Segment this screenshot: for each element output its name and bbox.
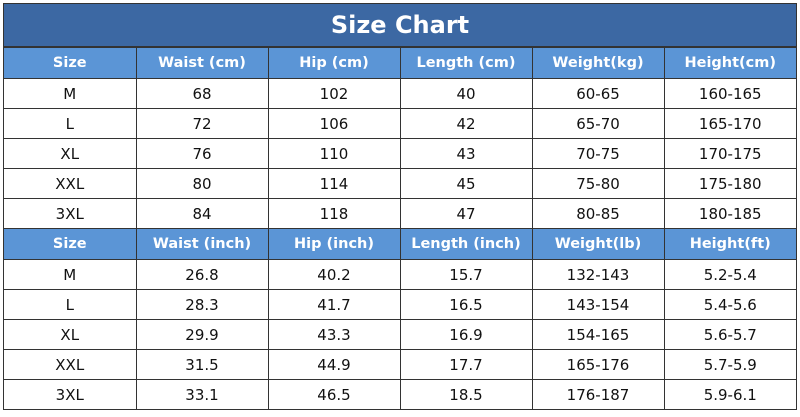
column-header: Weight(kg)	[531, 47, 665, 79]
value-cell: 43	[399, 138, 533, 169]
table-row: L 72 106 42 65-70 165-170	[4, 108, 796, 139]
column-header: Waist (cm)	[135, 47, 269, 79]
size-cell: L	[4, 108, 137, 139]
value-cell: 70-75	[531, 138, 665, 169]
table-row: M 68 102 40 60-65 160-165	[4, 78, 796, 109]
value-cell: 176-187	[531, 379, 665, 409]
value-cell: 102	[267, 78, 401, 109]
value-cell: 160-165	[663, 78, 796, 109]
value-cell: 143-154	[531, 289, 665, 320]
table-row: XL 29.9 43.3 16.9 154-165 5.6-5.7	[4, 319, 796, 350]
size-cell: M	[4, 259, 137, 290]
value-cell: 16.5	[399, 289, 533, 320]
value-cell: 65-70	[531, 108, 665, 139]
value-cell: 43.3	[267, 319, 401, 350]
value-cell: 40	[399, 78, 533, 109]
value-cell: 28.3	[135, 289, 269, 320]
value-cell: 84	[135, 198, 269, 229]
table-row: XXL 80 114 45 75-80 175-180	[4, 168, 796, 199]
value-cell: 42	[399, 108, 533, 139]
table-row: 3XL 84 118 47 80-85 180-185	[4, 198, 796, 229]
value-cell: 170-175	[663, 138, 796, 169]
table-row: L 28.3 41.7 16.5 143-154 5.4-5.6	[4, 289, 796, 320]
size-cell: XXL	[4, 349, 137, 380]
value-cell: 76	[135, 138, 269, 169]
size-cell: M	[4, 78, 137, 109]
table-row: XXL 31.5 44.9 17.7 165-176 5.7-5.9	[4, 349, 796, 380]
value-cell: 26.8	[135, 259, 269, 290]
column-header: Weight(lb)	[531, 228, 665, 260]
column-header: Size	[4, 47, 137, 79]
value-cell: 72	[135, 108, 269, 139]
column-header: Waist (inch)	[135, 228, 269, 260]
column-header: Height(cm)	[663, 47, 796, 79]
value-cell: 5.6-5.7	[663, 319, 796, 350]
value-cell: 47	[399, 198, 533, 229]
header-row: Size Waist (inch) Hip (inch) Length (inch) W…	[4, 228, 796, 260]
value-cell: 29.9	[135, 319, 269, 350]
value-cell: 17.7	[399, 349, 533, 380]
value-cell: 80	[135, 168, 269, 199]
value-cell: 33.1	[135, 379, 269, 409]
table-row: M 26.8 40.2 15.7 132-143 5.2-5.4	[4, 259, 796, 290]
value-cell: 80-85	[531, 198, 665, 229]
value-cell: 132-143	[531, 259, 665, 290]
size-cell: 3XL	[4, 379, 137, 409]
value-cell: 46.5	[267, 379, 401, 409]
column-header: Height(ft)	[663, 228, 796, 260]
value-cell: 175-180	[663, 168, 796, 199]
header-row: Size Waist (cm) Hip (cm) Length (cm) Weight(…	[4, 47, 796, 79]
value-cell: 5.4-5.6	[663, 289, 796, 320]
value-cell: 106	[267, 108, 401, 139]
value-cell: 118	[267, 198, 401, 229]
column-header: Size	[4, 228, 137, 260]
value-cell: 18.5	[399, 379, 533, 409]
value-cell: 5.2-5.4	[663, 259, 796, 290]
value-cell: 44.9	[267, 349, 401, 380]
value-cell: 60-65	[531, 78, 665, 109]
value-cell: 75-80	[531, 168, 665, 199]
value-cell: 45	[399, 168, 533, 199]
value-cell: 114	[267, 168, 401, 199]
value-cell: 5.7-5.9	[663, 349, 796, 380]
value-cell: 165-170	[663, 108, 796, 139]
value-cell: 5.9-6.1	[663, 379, 796, 409]
value-cell: 110	[267, 138, 401, 169]
value-cell: 154-165	[531, 319, 665, 350]
size-table: Size Waist (cm) Hip (cm) Length (cm) Weight(…	[4, 47, 796, 409]
value-cell: 40.2	[267, 259, 401, 290]
column-header: Length (inch)	[399, 228, 533, 260]
value-cell: 15.7	[399, 259, 533, 290]
value-cell: 16.9	[399, 319, 533, 350]
value-cell: 165-176	[531, 349, 665, 380]
size-cell: 3XL	[4, 198, 137, 229]
column-header: Hip (inch)	[267, 228, 401, 260]
table-row: 3XL 33.1 46.5 18.5 176-187 5.9-6.1	[4, 379, 796, 409]
column-header: Hip (cm)	[267, 47, 401, 79]
size-cell: XXL	[4, 168, 137, 199]
size-cell: L	[4, 289, 137, 320]
table-row: XL 76 110 43 70-75 170-175	[4, 138, 796, 169]
size-chart: Size Chart Size Waist (cm) Hip (cm) Length …	[3, 3, 797, 410]
value-cell: 68	[135, 78, 269, 109]
value-cell: 41.7	[267, 289, 401, 320]
chart-title: Size Chart	[4, 4, 796, 47]
value-cell: 31.5	[135, 349, 269, 380]
value-cell: 180-185	[663, 198, 796, 229]
size-cell: XL	[4, 319, 137, 350]
column-header: Length (cm)	[399, 47, 533, 79]
size-cell: XL	[4, 138, 137, 169]
